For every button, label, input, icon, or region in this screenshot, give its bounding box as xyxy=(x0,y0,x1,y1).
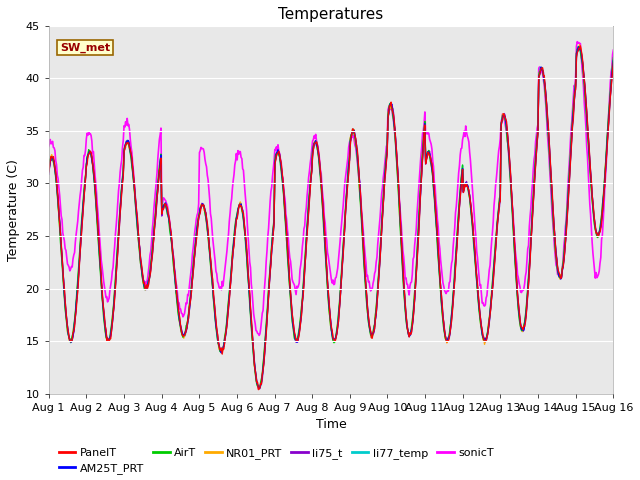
Title: Temperatures: Temperatures xyxy=(278,7,383,22)
Y-axis label: Temperature (C): Temperature (C) xyxy=(7,159,20,261)
Text: SW_met: SW_met xyxy=(60,42,110,53)
Legend: PanelT, AM25T_PRT, AirT, NR01_PRT, li75_t, li77_temp, sonicT: PanelT, AM25T_PRT, AirT, NR01_PRT, li75_… xyxy=(54,444,498,479)
X-axis label: Time: Time xyxy=(316,418,346,431)
